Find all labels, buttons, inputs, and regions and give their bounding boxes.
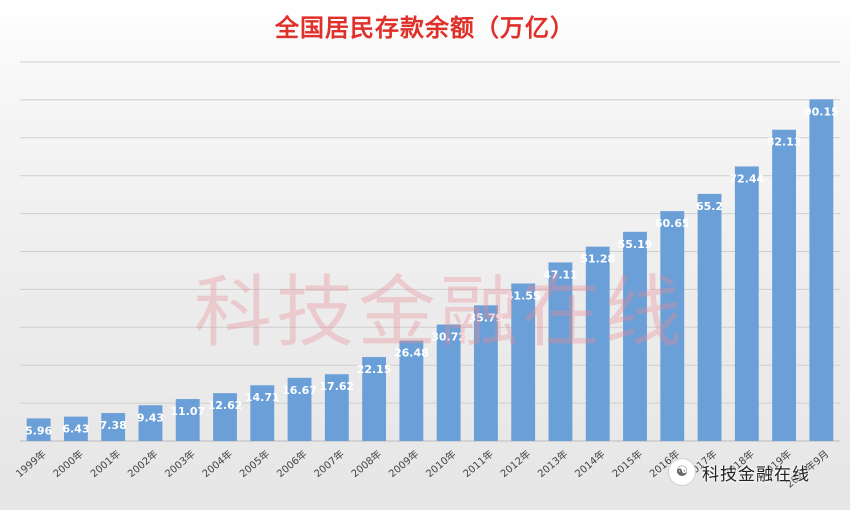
data-label: 90.15: [804, 105, 839, 118]
brand-badge: ☯ 科技金融在线: [668, 458, 810, 486]
bar: [324, 374, 349, 441]
data-label: 12.62: [208, 399, 243, 412]
brand-name: 科技金融在线: [702, 464, 810, 485]
bar: [101, 413, 126, 441]
bar: [63, 416, 88, 441]
bar: [623, 231, 647, 441]
data-label: 16.67: [282, 384, 317, 397]
data-label: 51.28: [580, 253, 615, 266]
x-tick-label: 2003年: [162, 447, 198, 480]
data-label: 5.96: [25, 424, 52, 437]
bar: [287, 377, 312, 441]
x-tick-label: 2005年: [237, 447, 273, 480]
data-label: 22.15: [357, 363, 392, 376]
x-tick-label: 2009年: [386, 447, 422, 480]
data-label: 17.62: [319, 380, 354, 393]
data-label: 82.13: [767, 136, 802, 149]
x-tick-label: 2012年: [498, 447, 534, 480]
x-tick-label: 2014年: [572, 447, 608, 480]
wechat-icon: ☯: [668, 458, 696, 486]
x-tick-label: 1999年: [13, 447, 49, 480]
bar: [138, 405, 163, 441]
bar: [772, 129, 797, 441]
data-label: 30.72: [431, 331, 466, 344]
data-label: 65.2: [696, 200, 723, 213]
data-label: 72.44: [729, 172, 764, 185]
x-tick-label: 2004年: [199, 447, 235, 480]
bar: [362, 357, 387, 441]
x-tick-label: 2002年: [125, 447, 161, 480]
data-label: 35.79: [469, 311, 504, 324]
x-tick-label: 2011年: [460, 447, 496, 480]
x-tick-label: 2001年: [88, 447, 124, 480]
bar: [660, 211, 685, 441]
bar: [26, 418, 51, 441]
bar: [473, 305, 498, 441]
bar: [175, 399, 200, 441]
data-label: 14.71: [245, 391, 280, 404]
bar: [250, 385, 275, 441]
bar: [213, 393, 237, 441]
bar: [809, 99, 834, 442]
data-label: 47.11: [543, 268, 578, 281]
data-label: 55.19: [618, 238, 653, 251]
data-label: 60.65: [655, 217, 690, 230]
data-label: 6.43: [62, 423, 89, 436]
bar: [734, 166, 759, 441]
data-label: 7.38: [100, 419, 127, 432]
data-label: 9.43: [137, 411, 164, 424]
data-label: 26.48: [394, 347, 429, 360]
chart-title: 全国居民存款余额（万亿）: [275, 13, 575, 42]
bar: [548, 262, 573, 441]
x-tick-label: 2000年: [50, 447, 86, 480]
x-tick-label: 2008年: [349, 447, 385, 480]
x-tick-label: 2013年: [535, 447, 571, 480]
data-label: 11.07: [170, 405, 205, 418]
bar: [399, 340, 424, 441]
x-tick-label: 2006年: [274, 447, 310, 480]
x-tick-label: 2007年: [311, 447, 347, 480]
data-label: 41.55: [506, 290, 541, 303]
x-tick-label: 2015年: [609, 447, 645, 480]
bar: [511, 283, 536, 441]
bar: [585, 246, 610, 441]
x-tick-label: 2010年: [423, 447, 459, 480]
bar: [697, 193, 722, 441]
bar: [436, 324, 461, 441]
